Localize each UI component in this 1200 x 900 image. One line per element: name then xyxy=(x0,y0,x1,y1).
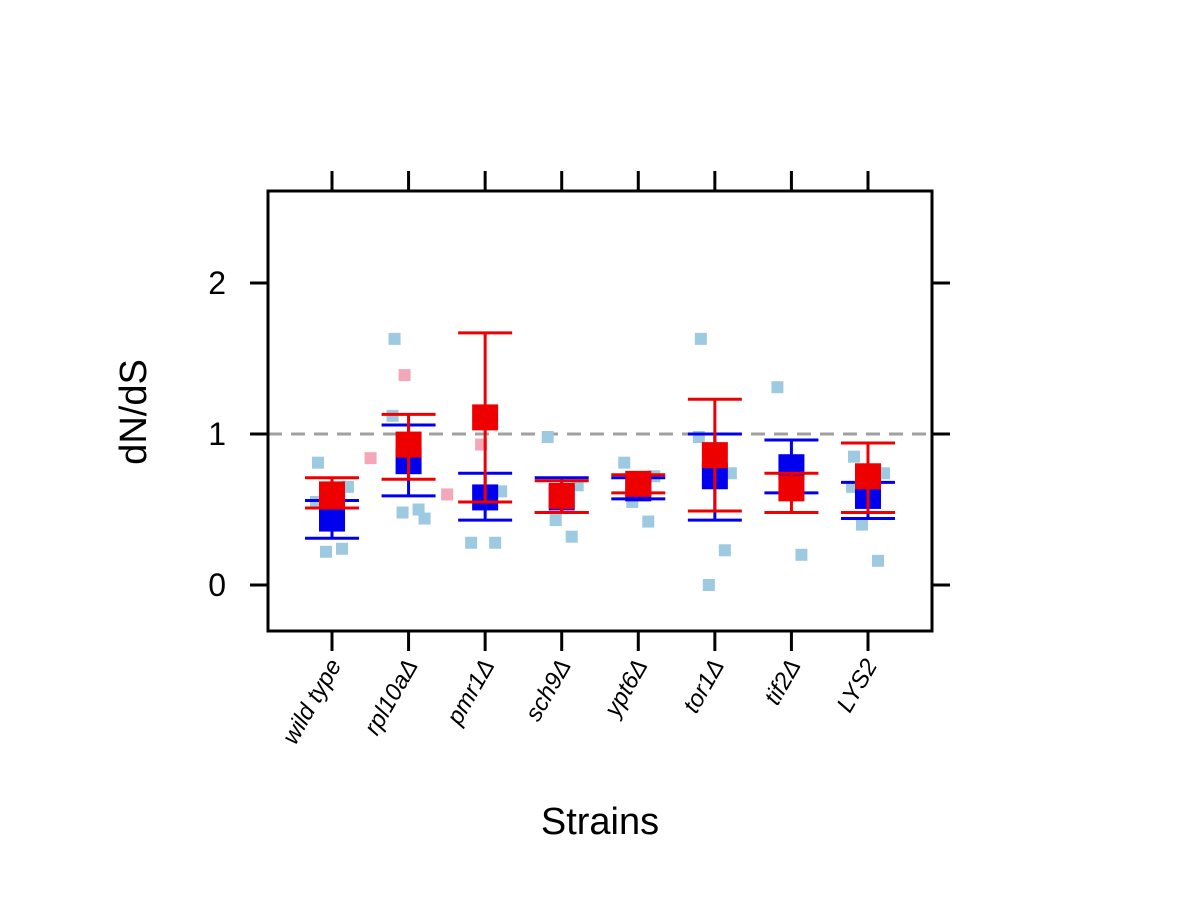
mean-marker-red xyxy=(701,442,728,469)
replicate-point-blue xyxy=(702,579,715,591)
replicate-point-blue xyxy=(320,545,332,558)
y-tick-label: 1 xyxy=(208,416,226,452)
replicate-point-blue xyxy=(396,506,409,519)
replicate-point-blue xyxy=(549,514,562,527)
x-category-label: LYS2 xyxy=(832,655,884,717)
replicate-point-blue xyxy=(489,536,502,549)
replicate-point-blue xyxy=(565,530,578,543)
replicate-point-blue xyxy=(718,544,731,557)
mean-marker-red xyxy=(625,470,652,497)
x-category-label: rpl10aΔ xyxy=(359,655,424,740)
replicate-point-blue xyxy=(871,554,884,567)
replicate-point-blue xyxy=(855,518,868,531)
replicate-point-blue xyxy=(418,512,431,525)
replicate-point-blue xyxy=(771,381,784,394)
x-category-label: wild type xyxy=(277,655,347,749)
replicate-point-blue xyxy=(795,548,808,561)
mean-marker-red xyxy=(472,404,499,431)
replicate-point-red xyxy=(441,488,454,501)
replicate-point-blue xyxy=(336,542,348,555)
mean-marker-red xyxy=(395,431,422,458)
mean-marker-red xyxy=(854,463,881,490)
replicate-point-red xyxy=(398,369,411,382)
mean-marker-red xyxy=(548,482,575,509)
replicate-point-blue xyxy=(847,450,860,463)
replicate-point-blue xyxy=(642,515,655,528)
replicate-point-blue xyxy=(618,456,631,469)
x-category-label: sch9Δ xyxy=(520,655,577,726)
x-category-label: tif2Δ xyxy=(759,655,806,710)
x-category-label: tor1Δ xyxy=(678,655,730,718)
x-category-label: pmr1Δ xyxy=(441,655,500,731)
replicate-point-blue xyxy=(312,456,324,469)
mean-marker-red xyxy=(778,475,805,502)
replicate-point-red xyxy=(364,452,377,465)
replicate-point-blue xyxy=(412,503,425,516)
axis-ticks xyxy=(250,171,950,651)
replicate-point-blue xyxy=(465,536,478,549)
y-axis-title: dN/dS xyxy=(113,359,155,465)
mean-marker-red xyxy=(319,481,345,508)
axes-frame xyxy=(266,189,934,633)
replicate-point-blue xyxy=(386,409,399,422)
x-category-label: ypt6Δ xyxy=(598,655,653,723)
series-layer xyxy=(305,331,895,540)
x-axis-title: Strains xyxy=(541,801,659,843)
mean-marker-blue xyxy=(319,505,345,532)
replicate-point-blue xyxy=(541,431,554,444)
replicate-point-blue xyxy=(388,332,401,345)
y-tick-label: 0 xyxy=(208,567,226,603)
y-tick-label: 2 xyxy=(208,265,226,301)
replicate-point-blue xyxy=(694,332,707,345)
plot-frame xyxy=(266,189,934,633)
